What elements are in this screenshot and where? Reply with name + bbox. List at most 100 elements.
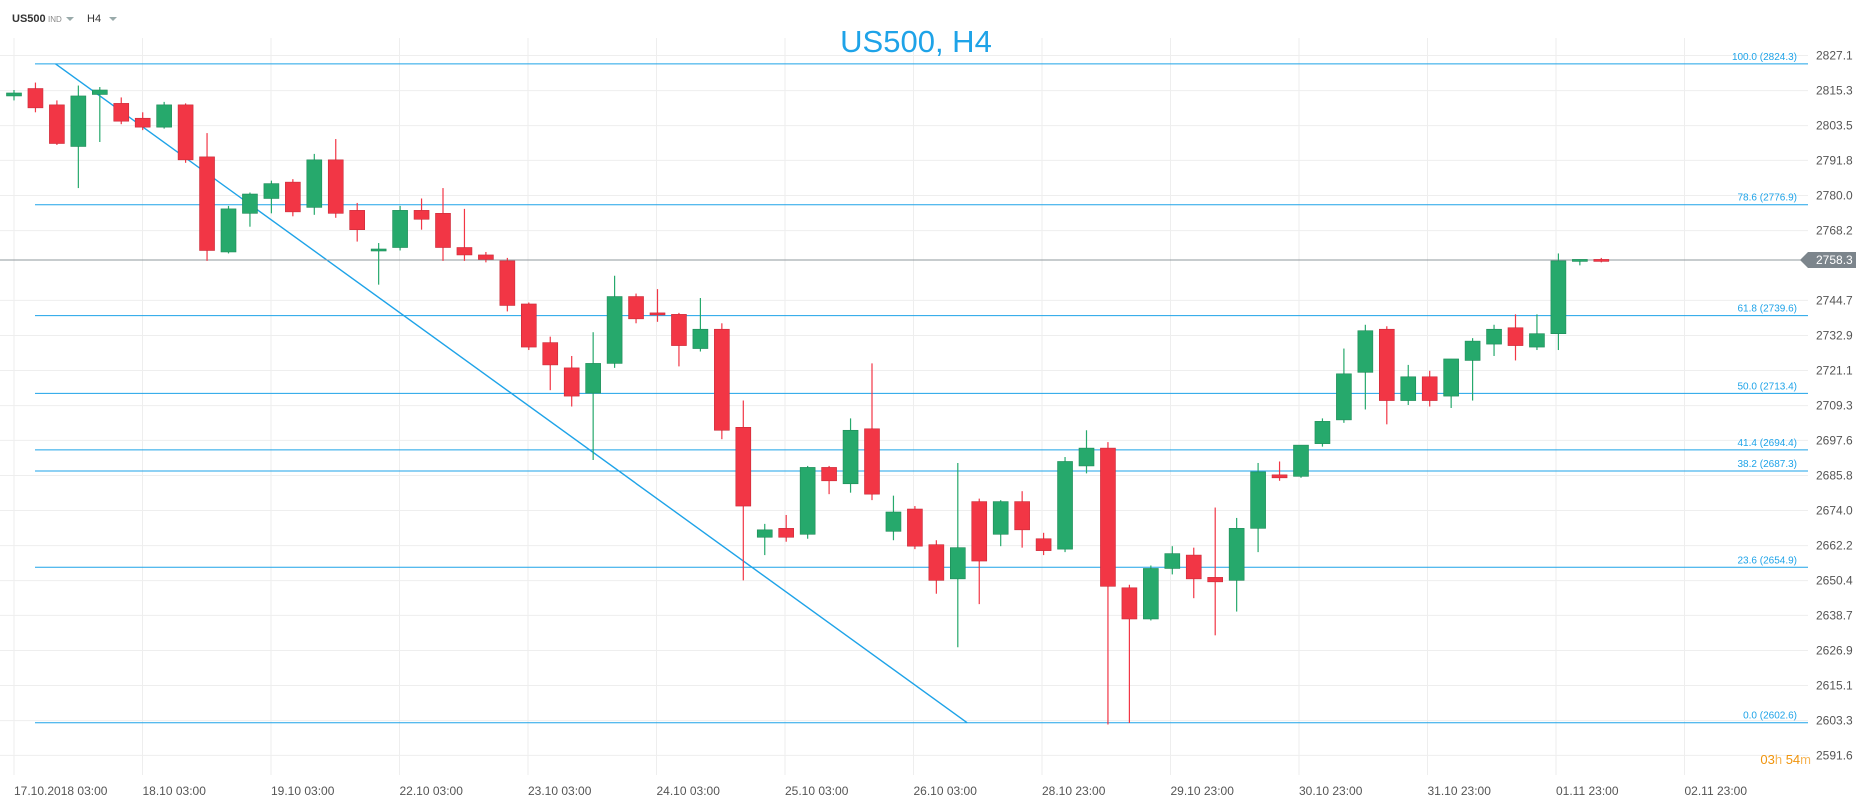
x-tick-label: 18.10 03:00: [143, 784, 207, 798]
y-axis: 2827.1 2815.3 2803.5 2791.8 2780.0 2768.2 2744…: [1816, 49, 1853, 763]
candle-body: [821, 467, 837, 482]
candle-body: [1100, 447, 1116, 587]
fib-level-label: 61.8 (2739.6): [1738, 304, 1798, 315]
candle-up: [799, 465, 816, 539]
candle-body: [563, 367, 580, 397]
candle-body: [1185, 554, 1202, 580]
x-tick-label: 26.10 03:00: [914, 784, 978, 798]
candle-body: [1250, 471, 1266, 529]
candle-down: [1014, 491, 1030, 548]
candle-body: [435, 213, 451, 248]
candle-body: [1143, 568, 1159, 620]
y-tick-label: 2721.1: [1816, 364, 1853, 378]
fib-level-label: 78.6 (2776.9): [1738, 193, 1798, 204]
timeframe-selector[interactable]: H4: [87, 13, 102, 25]
candle-body: [585, 363, 601, 394]
chevron-down-icon[interactable]: [66, 17, 74, 21]
candle-up: [70, 85, 87, 189]
fibonacci-retracement[interactable]: 100.0 (2824.3) 78.6 (2776.9) 61.8 (2739.6)…: [35, 52, 1808, 724]
x-tick-label: 19.10 03:00: [271, 784, 335, 798]
candle-down: [199, 133, 215, 261]
y-tick-label: 2615.1: [1816, 679, 1853, 693]
candle-body: [520, 303, 537, 348]
candle-body: [1057, 461, 1073, 550]
timer-hours-unit: h: [1774, 752, 1783, 767]
candle-body: [842, 429, 859, 485]
fib-level-label: 38.2 (2687.3): [1738, 459, 1798, 470]
chevron-down-icon[interactable]: [109, 17, 117, 21]
y-tick-label: 2638.7: [1816, 608, 1853, 622]
candle-body: [1121, 587, 1138, 620]
candle-down: [349, 202, 366, 242]
candle-body: [1314, 421, 1331, 444]
candle-body: [199, 156, 215, 251]
candle-down: [864, 363, 880, 501]
candle-down: [649, 289, 666, 322]
candle-body: [928, 544, 945, 581]
candle-up: [1314, 418, 1331, 447]
candle-body: [628, 296, 644, 320]
candle-down: [628, 293, 644, 324]
candle-body: [306, 159, 323, 208]
candle-up: [1572, 259, 1588, 266]
candle-up: [1529, 314, 1545, 351]
candle-down: [1121, 584, 1138, 723]
timer-hours: 03: [1760, 752, 1775, 767]
y-tick-label: 2662.2: [1816, 539, 1853, 553]
candle-body: [1164, 553, 1181, 569]
candle-down: [413, 198, 430, 230]
timer-minutes: 54: [1785, 752, 1801, 767]
candle-down: [1100, 442, 1116, 725]
candle-body: [1207, 577, 1223, 583]
candle-down: [435, 188, 451, 261]
candle-body: [1078, 447, 1095, 467]
current-price-label: 2758.3: [1816, 253, 1853, 267]
candle-body: [1357, 330, 1374, 373]
candle-body: [1014, 501, 1030, 531]
candle-body: [134, 117, 151, 128]
candle-down: [671, 312, 687, 367]
candle-down: [735, 400, 752, 581]
x-tick-label: 31.10 23:00: [1428, 784, 1492, 798]
candle-body: [27, 88, 44, 109]
candle-body: [1379, 328, 1395, 401]
candle-down: [1207, 507, 1223, 636]
candle-down: [456, 208, 473, 261]
candle-body: [1293, 444, 1309, 477]
candle-body: [1572, 259, 1588, 262]
candle-down: [1271, 461, 1288, 481]
candle-body: [692, 328, 709, 349]
y-tick-label: 2709.3: [1816, 399, 1853, 413]
y-tick-label: 2685.8: [1816, 468, 1853, 482]
candle-body: [799, 467, 816, 535]
symbol-selector[interactable]: US500: [12, 13, 46, 25]
candle-up: [263, 180, 280, 214]
candle-body: [992, 501, 1009, 535]
candle-body: [113, 103, 130, 122]
candle-body: [49, 104, 65, 144]
candles: [6, 82, 1610, 725]
candle-down: [1185, 547, 1202, 599]
candle-up: [220, 205, 237, 254]
candle-body: [1593, 259, 1610, 262]
candle-up: [692, 298, 709, 352]
y-tick-label: 2827.1: [1816, 49, 1853, 63]
candle-down: [1593, 257, 1610, 263]
candle-body: [735, 427, 752, 507]
y-tick-label: 2697.6: [1816, 433, 1853, 447]
y-tick-label: 2791.8: [1816, 153, 1853, 167]
candle-down: [907, 506, 923, 550]
candle-body: [756, 529, 773, 538]
candle-body: [714, 328, 730, 431]
y-tick-label: 2603.3: [1816, 714, 1853, 728]
y-tick-label: 2626.9: [1816, 643, 1853, 657]
candle-body: [220, 208, 237, 253]
candle-body: [70, 95, 87, 147]
candle-body: [1486, 328, 1502, 345]
x-tick-label: 02.11 23:00: [1685, 784, 1748, 798]
candle-down: [177, 103, 194, 163]
candle-down: [113, 97, 130, 125]
candle-up: [1057, 457, 1073, 553]
candle-down: [134, 112, 151, 131]
